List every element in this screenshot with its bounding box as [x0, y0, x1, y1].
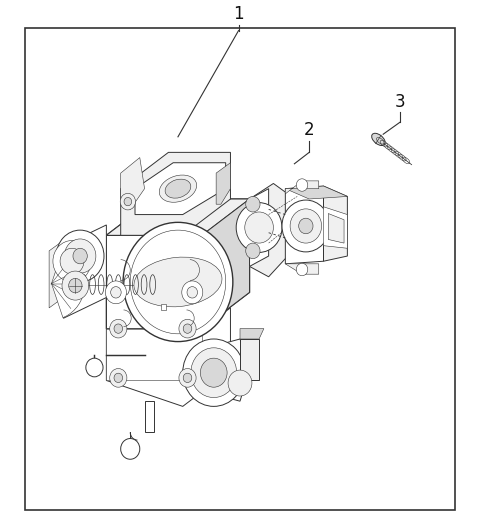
Polygon shape — [120, 152, 230, 236]
Polygon shape — [49, 240, 63, 308]
Circle shape — [106, 281, 126, 304]
Circle shape — [183, 324, 192, 333]
Circle shape — [200, 358, 227, 387]
Circle shape — [282, 200, 330, 252]
Circle shape — [110, 368, 127, 387]
Polygon shape — [202, 339, 250, 401]
Polygon shape — [324, 207, 348, 248]
Polygon shape — [120, 158, 144, 209]
Circle shape — [183, 339, 245, 406]
Circle shape — [114, 373, 122, 383]
Circle shape — [191, 348, 237, 397]
Polygon shape — [285, 181, 319, 194]
Polygon shape — [285, 186, 324, 264]
Circle shape — [228, 370, 252, 396]
Circle shape — [60, 248, 84, 274]
Polygon shape — [285, 264, 319, 274]
Polygon shape — [216, 163, 230, 204]
Polygon shape — [250, 189, 269, 267]
Polygon shape — [63, 225, 107, 318]
Text: 2: 2 — [304, 121, 314, 140]
Circle shape — [120, 193, 135, 210]
Circle shape — [299, 218, 313, 234]
Polygon shape — [51, 249, 85, 318]
Circle shape — [114, 324, 122, 333]
Ellipse shape — [165, 179, 191, 198]
Circle shape — [86, 358, 103, 377]
Text: 3: 3 — [395, 93, 405, 111]
Circle shape — [179, 319, 196, 338]
Circle shape — [53, 240, 91, 282]
Circle shape — [182, 281, 203, 304]
Circle shape — [179, 368, 196, 387]
Circle shape — [124, 198, 132, 206]
Polygon shape — [240, 329, 264, 339]
Circle shape — [290, 209, 322, 243]
Circle shape — [69, 278, 82, 293]
Circle shape — [73, 248, 87, 264]
Ellipse shape — [159, 175, 197, 202]
Circle shape — [111, 287, 121, 298]
Circle shape — [130, 230, 226, 334]
Circle shape — [246, 197, 260, 212]
Circle shape — [110, 319, 127, 338]
Polygon shape — [107, 329, 202, 380]
Polygon shape — [107, 199, 250, 329]
Circle shape — [62, 271, 89, 300]
Circle shape — [56, 230, 104, 282]
Circle shape — [296, 179, 308, 191]
Ellipse shape — [134, 257, 222, 307]
Text: 1: 1 — [233, 5, 244, 23]
Polygon shape — [161, 304, 166, 310]
Circle shape — [123, 222, 233, 341]
Polygon shape — [135, 163, 226, 214]
Polygon shape — [285, 186, 348, 199]
Circle shape — [183, 373, 192, 383]
Polygon shape — [240, 339, 259, 380]
Polygon shape — [328, 213, 344, 243]
Circle shape — [246, 243, 260, 259]
Circle shape — [64, 239, 96, 273]
Polygon shape — [107, 199, 250, 236]
Ellipse shape — [372, 133, 385, 145]
Circle shape — [236, 203, 282, 252]
Polygon shape — [202, 199, 250, 329]
Circle shape — [120, 438, 140, 459]
Polygon shape — [107, 236, 202, 329]
Polygon shape — [144, 401, 154, 432]
Circle shape — [296, 264, 308, 276]
Circle shape — [187, 287, 198, 298]
Polygon shape — [250, 183, 288, 277]
Circle shape — [245, 212, 274, 243]
Polygon shape — [107, 308, 230, 406]
Polygon shape — [324, 186, 348, 261]
